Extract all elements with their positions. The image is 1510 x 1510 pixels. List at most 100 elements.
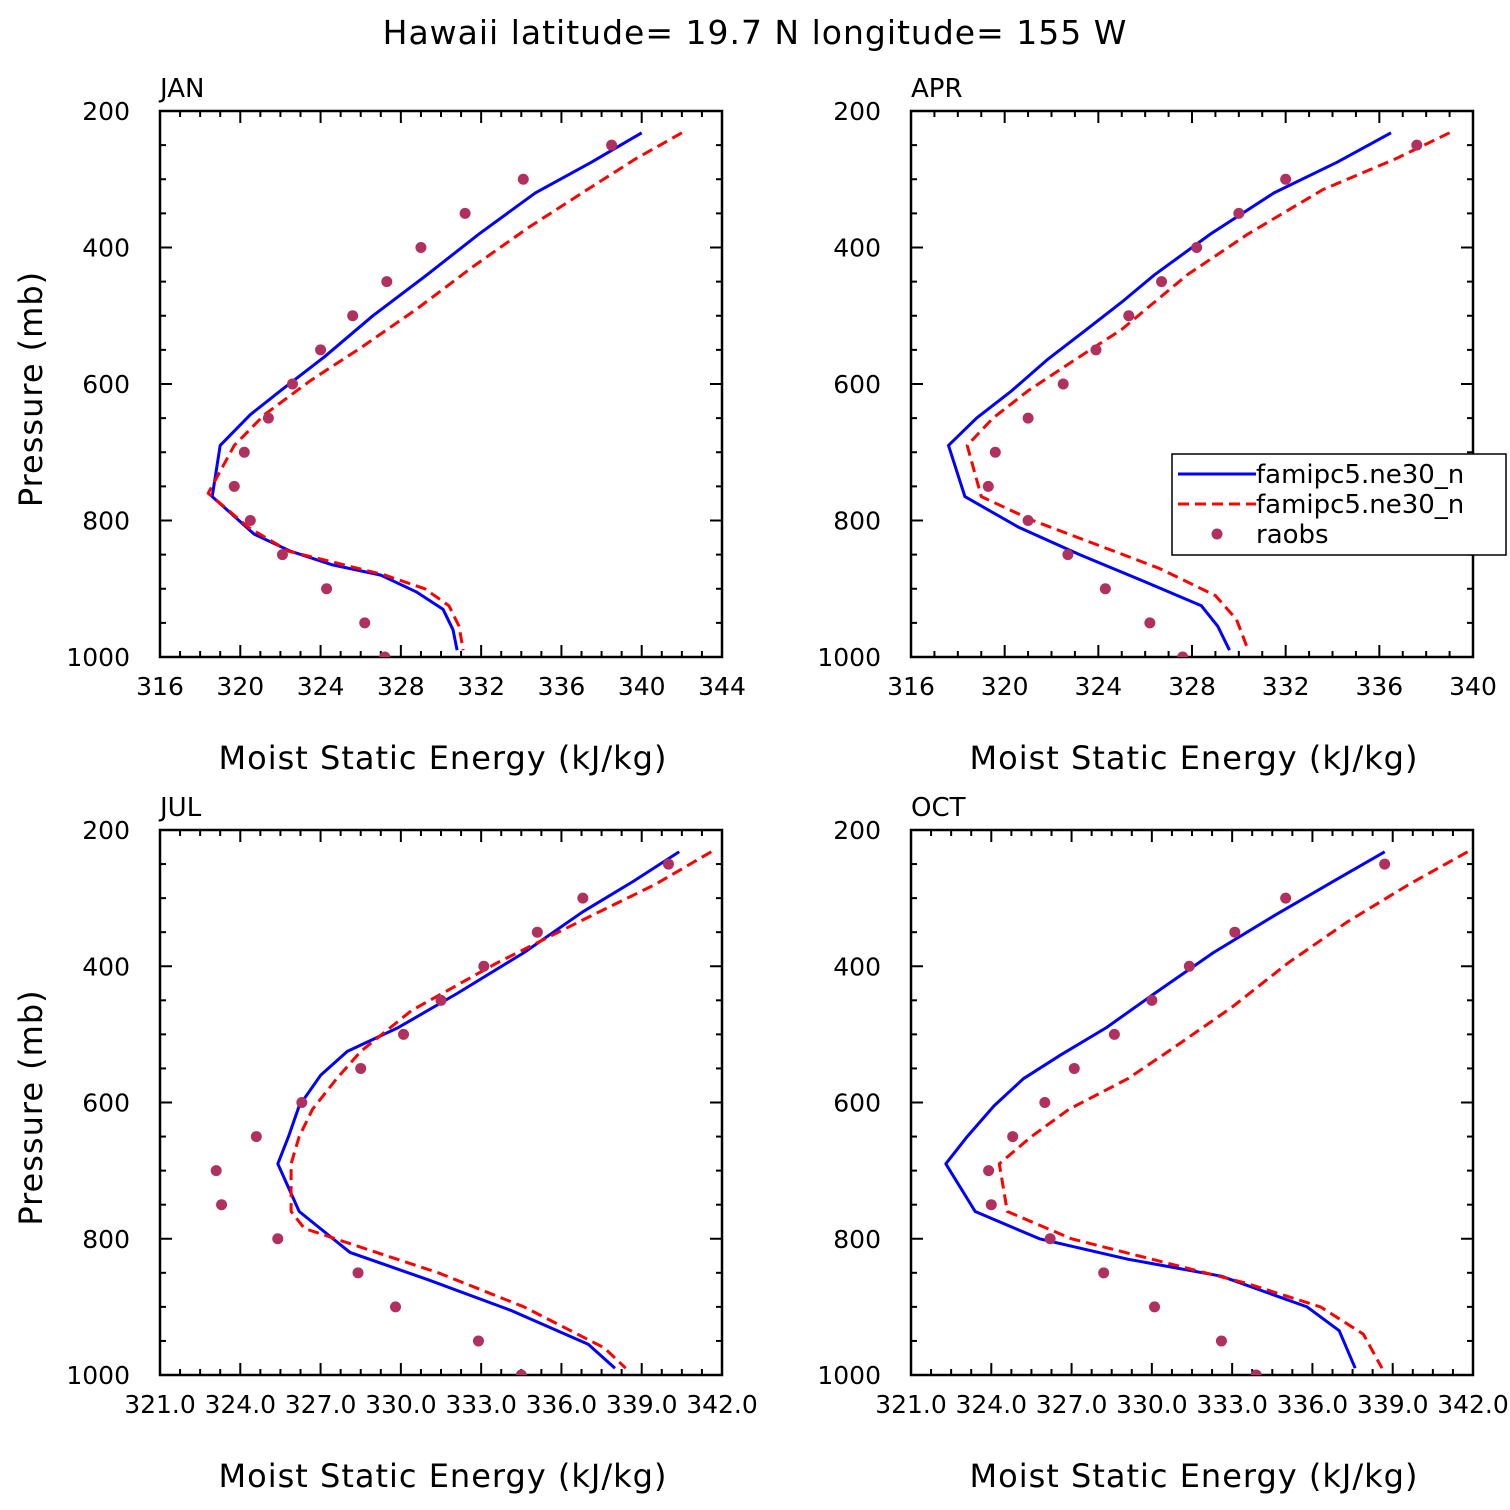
ticks <box>910 110 1474 658</box>
raobs-point <box>347 310 359 322</box>
raobs-point <box>1379 858 1391 870</box>
raobs-point <box>1233 207 1245 219</box>
raobs-point <box>982 480 994 492</box>
raobs-point <box>262 412 274 424</box>
raobs-point <box>985 1199 997 1211</box>
raobs-point <box>662 858 674 870</box>
raobs-point <box>1144 617 1156 629</box>
raobs-point <box>355 1062 367 1074</box>
raobs-point <box>272 1233 284 1245</box>
y-tick-label: 200 <box>82 97 130 126</box>
y-axis-label: Pressure (mb) <box>12 271 50 507</box>
x-tick-label: 340 <box>1449 672 1497 701</box>
raobs-point <box>352 1267 364 1279</box>
raobs-point <box>390 1301 402 1313</box>
raobs-point <box>517 173 529 185</box>
x-tick-label: 336.0 <box>526 1390 598 1419</box>
x-tick-label: 328 <box>377 672 425 701</box>
y-tick-label: 800 <box>82 507 130 536</box>
raobs-point <box>1177 651 1189 657</box>
y-tick-label: 200 <box>833 97 881 126</box>
x-tick-label: 333.0 <box>445 1390 517 1419</box>
raobs-point <box>983 1165 995 1177</box>
raobs-point <box>1090 344 1102 356</box>
raobs-point <box>1039 1097 1051 1108</box>
raobs-point <box>531 926 543 938</box>
y-tick-label: 200 <box>833 816 881 845</box>
panel-jul: JUL 321.0 324.0 327.0 330.0 333.0 336.0 339.0 34… <box>12 793 758 1495</box>
panel-title: APR <box>911 74 963 104</box>
x-tick-label: 316 <box>136 672 184 701</box>
raobs-point <box>379 651 391 657</box>
panel-title: JUL <box>158 793 202 823</box>
series-dashed-line <box>289 850 713 1370</box>
x-tick-label: 339.0 <box>1357 1390 1429 1419</box>
x-axis-label: Moist Static Energy (kJ/kg) <box>970 739 1419 777</box>
raobs-point <box>276 549 288 561</box>
raobs-point <box>1280 892 1292 904</box>
x-tick-label: 324 <box>297 672 345 701</box>
plot-area <box>210 850 713 1375</box>
x-tick-label: 340 <box>618 672 666 701</box>
raobs-point <box>515 1369 527 1375</box>
x-tick-label: 324.0 <box>955 1390 1027 1419</box>
raobs-point <box>1191 242 1203 253</box>
raobs-point <box>1022 515 1034 526</box>
y-tick-label: 1000 <box>817 1361 881 1390</box>
raobs-point <box>1022 412 1034 424</box>
x-tick-label: 321.0 <box>124 1390 196 1419</box>
y-axis-label: Pressure (mb) <box>12 989 50 1225</box>
x-tick-label: 344 <box>698 672 746 701</box>
plot-frame <box>158 828 724 1377</box>
plot-frame <box>909 109 1475 659</box>
legend-box <box>1171 453 1507 556</box>
x-tick-label: 339.0 <box>606 1390 678 1419</box>
y-tick-label: 600 <box>82 1089 130 1118</box>
y-tick-label: 400 <box>833 952 881 981</box>
raobs-point <box>250 1131 262 1143</box>
raobs-point <box>1044 1233 1056 1245</box>
raobs-point <box>286 378 298 390</box>
x-tick-label: 332 <box>457 672 505 701</box>
raobs-point <box>606 139 618 151</box>
panel-title: JAN <box>158 74 204 104</box>
raobs-point <box>398 1028 410 1040</box>
y-tick-label: 600 <box>833 1089 881 1118</box>
series-solid-line <box>944 850 1386 1369</box>
y-tick-label: 600 <box>82 370 130 399</box>
raobs-point <box>321 583 333 595</box>
raobs-point <box>1156 276 1168 288</box>
x-tick-label: 324 <box>1074 672 1122 701</box>
series-dashed-line <box>965 131 1451 651</box>
raobs-point <box>1250 1369 1262 1375</box>
series-dashed-line <box>997 850 1469 1369</box>
x-tick-label: 321.0 <box>875 1390 947 1419</box>
raobs-point <box>1123 310 1135 322</box>
raobs-point <box>1007 1131 1019 1143</box>
y-tick-label: 600 <box>833 370 881 399</box>
x-tick-label: 316 <box>887 672 935 701</box>
legend-label: famipc5.ne30_n <box>1256 460 1464 490</box>
raobs-point <box>1057 378 1069 390</box>
x-tick-label: 342.0 <box>1437 1390 1509 1419</box>
raobs-point <box>1098 1267 1110 1279</box>
x-axis-label: Moist Static Energy (kJ/kg) <box>219 1457 668 1495</box>
raobs-point <box>244 515 256 526</box>
y-tick-label: 1000 <box>66 1361 130 1390</box>
panel-oct: OCT 321.0 324.0 327.0 330.0 333.0 336.0 339.0 34… <box>817 793 1508 1495</box>
raobs-point <box>359 617 371 629</box>
raobs-point <box>577 892 589 904</box>
x-axis-label: Moist Static Energy (kJ/kg) <box>970 1457 1419 1495</box>
raobs-point <box>1108 1028 1120 1040</box>
raobs-point <box>472 1335 484 1347</box>
x-tick-label: 330.0 <box>365 1390 437 1419</box>
plot-frame <box>158 109 724 659</box>
y-tick-label: 400 <box>833 234 881 263</box>
x-tick-label: 330.0 <box>1116 1390 1188 1419</box>
raobs-point <box>1146 994 1158 1006</box>
raobs-point <box>1062 549 1074 561</box>
x-tick-label: 332 <box>1262 672 1310 701</box>
raobs-point <box>1411 139 1423 151</box>
raobs-point <box>1229 926 1241 938</box>
